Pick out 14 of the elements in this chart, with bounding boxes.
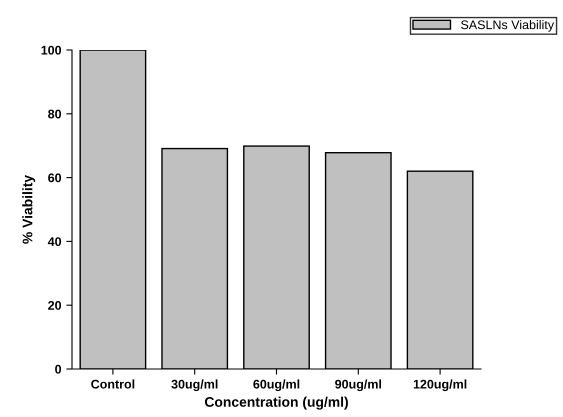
- y-tick-label: 40: [48, 237, 62, 246]
- x-tick-label: 120ug/ml: [414, 379, 466, 392]
- legend-label: SASLNs Viability: [461, 20, 554, 32]
- y-tick-label: 20: [48, 301, 62, 310]
- x-axis-title: Concentration (ug/ml): [204, 396, 348, 410]
- y-tick-label: 80: [48, 110, 62, 118]
- y-tick-label: 0: [55, 364, 62, 374]
- x-tick-label: Control: [91, 379, 134, 389]
- x-tick-label: 90ug/ml: [335, 379, 382, 392]
- x-tick-label: 30ug/ml: [171, 379, 218, 392]
- y-tick-label: 60: [48, 173, 62, 182]
- x-tick-label: 60ug/ml: [253, 379, 300, 392]
- y-axis-title: % Viability: [22, 174, 36, 244]
- y-tick-label: 100: [42, 46, 62, 55]
